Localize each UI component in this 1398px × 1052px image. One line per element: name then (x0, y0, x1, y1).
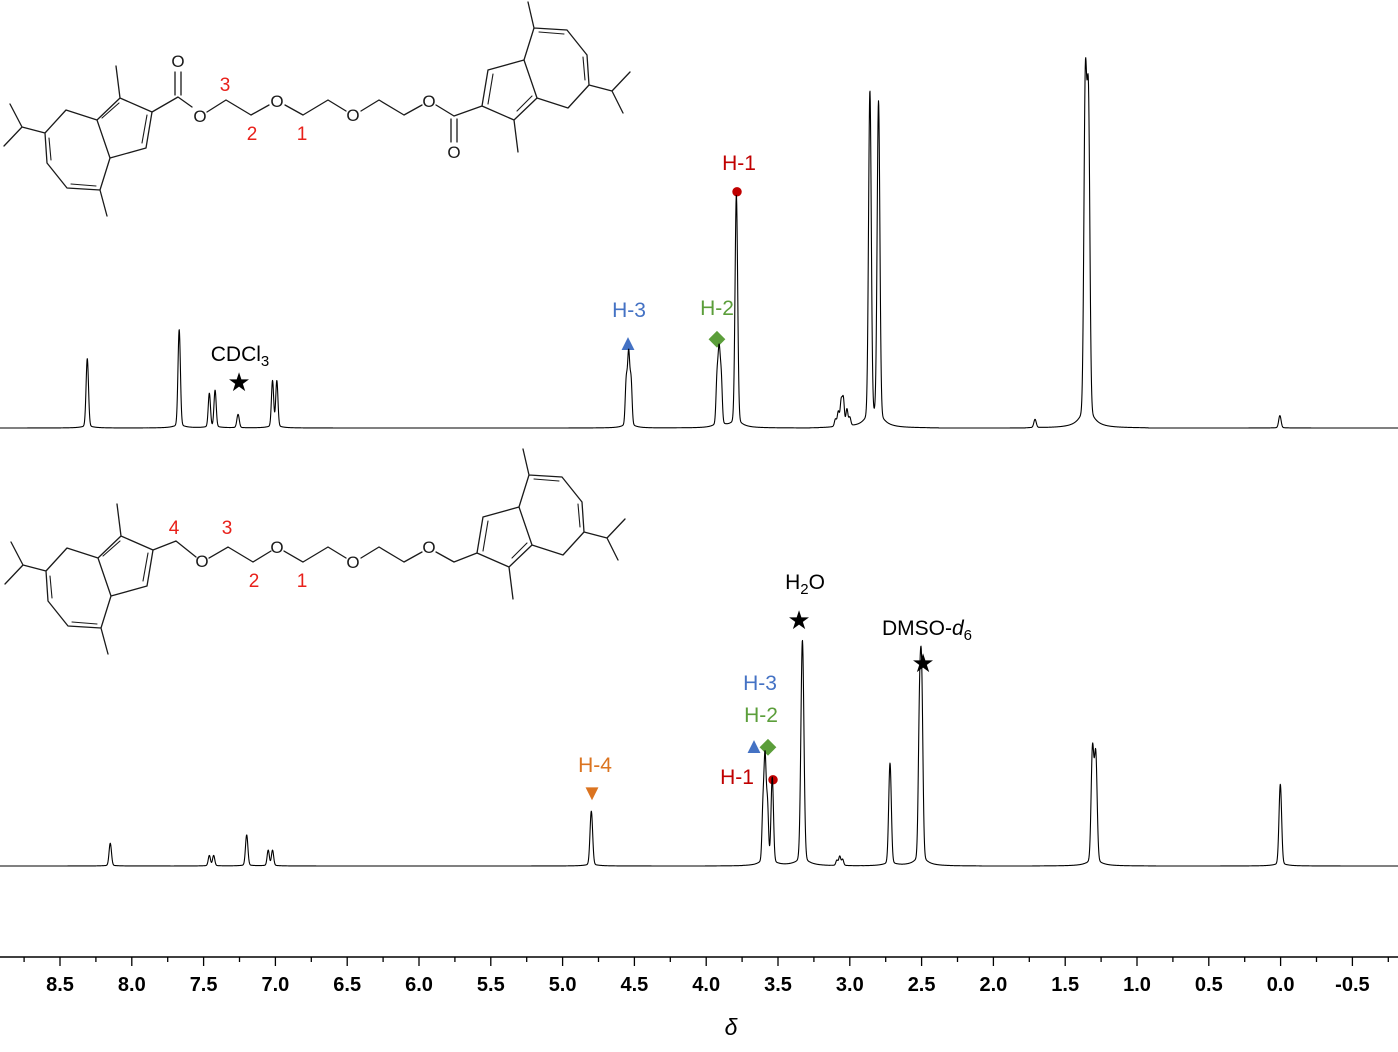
locant-3: 3 (222, 518, 233, 539)
nmr-traces (0, 57, 1398, 867)
axis-title-delta: δ (725, 1014, 738, 1040)
atom-label-O: O (447, 143, 460, 162)
tick-label-4.0: 4.0 (692, 974, 720, 996)
triangle-up-icon: ▲ (617, 330, 639, 355)
locant-1: 1 (297, 571, 308, 592)
diamond-icon: ◆ (760, 733, 777, 758)
tick-label-2.0: 2.0 (979, 974, 1007, 996)
dmso-label: DMSO-d6 (882, 617, 972, 644)
h3-label-bottom: H-3 (743, 672, 777, 695)
structure-top-diester: O O O O O O 3 2 1 (3, 1, 631, 217)
annotations-bottom: H-4 ▼ H-3 H-2 ▲ ◆ H-1 ● H2O ★ DMSO-d6 ★ (578, 571, 972, 805)
cdcl3-label: CDCl3 (211, 343, 270, 370)
h2-label-bottom: H-2 (744, 704, 778, 727)
h2-label-top: H-2 (700, 297, 734, 320)
h1-label-top: H-1 (722, 152, 756, 175)
star-icon: ★ (787, 605, 810, 635)
atom-label-O: O (346, 106, 359, 125)
locant-2: 2 (249, 571, 260, 592)
tick-label-0.5: 0.5 (1195, 974, 1223, 996)
tick-label-6.5: 6.5 (333, 974, 361, 996)
tick-label-8.0: 8.0 (118, 974, 146, 996)
tick-label-3.0: 3.0 (836, 974, 864, 996)
circle-icon: ● (730, 178, 743, 203)
atom-label-O: O (270, 538, 283, 557)
h4-label: H-4 (578, 754, 612, 777)
atom-label-O: O (422, 538, 435, 557)
tick-label-2.5: 2.5 (908, 974, 936, 996)
chain-bottom (152, 540, 478, 563)
azulene-right (481, 1, 631, 153)
locant-3: 3 (220, 75, 231, 96)
atom-label-O: O (270, 92, 283, 111)
tick-label-0.0: 0.0 (1267, 974, 1295, 996)
tick-label-7.5: 7.5 (190, 974, 218, 996)
tick-label-7.0: 7.0 (261, 974, 289, 996)
atom-label-O: O (195, 552, 208, 571)
atom-label-O: O (171, 52, 184, 71)
bottom_spectrum-trace (0, 639, 1398, 867)
chain-top (151, 71, 483, 143)
ppm-axis: 8.5 8.0 7.5 7.0 6.5 6.0 5.5 5.0 4.5 4.0 3.5 3.0 2.5 2… (0, 956, 1398, 996)
tick-label-1.5: 1.5 (1051, 974, 1079, 996)
tick-label-5.0: 5.0 (549, 974, 577, 996)
annotations-top: CDCl3 ★ H-3 ▲ H-2 ◆ H-1 ● (211, 152, 756, 397)
triangle-down-icon: ▼ (581, 780, 603, 805)
tick-label-3.5: 3.5 (764, 974, 792, 996)
tick-label-1.0: 1.0 (1123, 974, 1151, 996)
structure-bottom-diether: O O O O 4 3 2 1 (4, 448, 626, 655)
star-icon: ★ (227, 367, 250, 397)
diamond-icon: ◆ (709, 325, 726, 350)
tick-label--0.5: -0.5 (1335, 974, 1369, 996)
tick-label-5.5: 5.5 (477, 974, 505, 996)
h3-label-top: H-3 (612, 299, 646, 322)
h2o-label: H2O (785, 571, 825, 598)
atom-label-O: O (346, 553, 359, 572)
triangle-up-icon: ▲ (743, 733, 765, 758)
atom-label-O: O (193, 107, 206, 126)
star-icon: ★ (911, 648, 934, 678)
locant-2: 2 (247, 124, 258, 145)
locant-1: 1 (297, 124, 308, 145)
tick-label-4.5: 4.5 (620, 974, 648, 996)
top_spectrum-trace (0, 57, 1398, 429)
atom-label-O: O (422, 92, 435, 111)
tick-label-8.5: 8.5 (46, 974, 74, 996)
locant-4: 4 (169, 518, 180, 539)
tick-label-6.0: 6.0 (405, 974, 433, 996)
h1-label-bottom: H-1 (720, 766, 754, 789)
azulene-left (3, 65, 153, 217)
